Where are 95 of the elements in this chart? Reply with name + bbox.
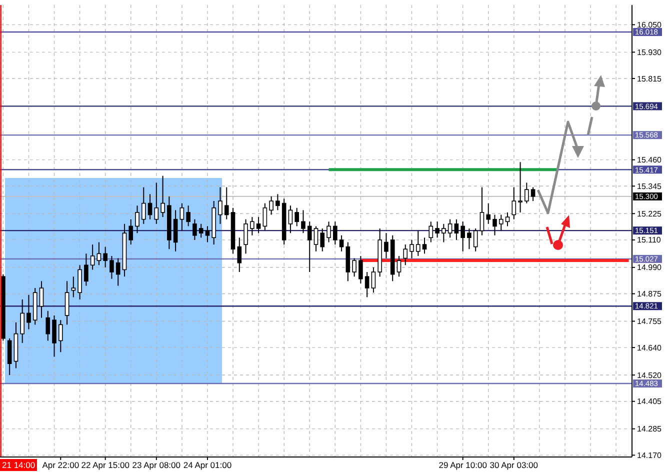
y-tick-label: 16.050 bbox=[637, 20, 662, 30]
y-tick-label: 14.170 bbox=[637, 450, 662, 460]
y-tick-label: 14.520 bbox=[637, 370, 662, 380]
candlestick bbox=[307, 221, 312, 272]
candlestick bbox=[448, 218, 452, 238]
candlestick bbox=[435, 221, 440, 238]
candlestick bbox=[486, 202, 491, 224]
candlestick bbox=[7, 338, 12, 376]
candlestick bbox=[148, 194, 152, 220]
y-tick-label: 14.990 bbox=[637, 263, 662, 272]
candlestick bbox=[364, 271, 370, 298]
candlestick bbox=[492, 214, 497, 236]
candlestick bbox=[480, 186, 484, 236]
candlestick bbox=[518, 162, 522, 213]
candlestick bbox=[71, 276, 76, 298]
y-tick-label: 15.345 bbox=[637, 182, 662, 191]
candlestick bbox=[64, 280, 70, 326]
candlestick bbox=[442, 223, 446, 243]
candlestick bbox=[530, 186, 536, 202]
y-tick-label: 14.405 bbox=[637, 397, 662, 406]
y-tick-label: 14.285 bbox=[637, 424, 662, 434]
candlestick bbox=[454, 218, 459, 240]
candlestick bbox=[403, 244, 408, 266]
y-tick-label: 15.460 bbox=[637, 156, 662, 165]
candlestick bbox=[20, 298, 24, 344]
candlestick bbox=[498, 214, 504, 232]
x-tick-label: 30 Apr 03:00 bbox=[490, 460, 538, 470]
y-tick-label: 14.875 bbox=[637, 290, 662, 299]
candlestick bbox=[192, 218, 197, 240]
candlestick bbox=[224, 186, 229, 220]
x-tick-label: Apr 22:00 bbox=[42, 460, 80, 470]
candlestick bbox=[358, 255, 363, 284]
candlestick bbox=[314, 226, 318, 252]
candlestick bbox=[332, 221, 338, 246]
candlestick bbox=[128, 218, 134, 246]
candlestick bbox=[524, 182, 529, 204]
x-tick-label: 24 Apr 01:00 bbox=[183, 460, 232, 470]
y-tick-label: 15.225 bbox=[637, 209, 662, 218]
candlestick bbox=[110, 255, 114, 280]
candlestick bbox=[339, 234, 344, 252]
candlestick bbox=[384, 232, 388, 259]
candlestick bbox=[505, 212, 510, 227]
y-tick-label: 15.110 bbox=[637, 236, 662, 245]
candlestick bbox=[276, 194, 280, 211]
candlestick bbox=[186, 205, 190, 227]
candlestick bbox=[416, 230, 420, 256]
x-tick-label: 22 Apr 15:00 bbox=[81, 460, 130, 470]
candlestick bbox=[160, 175, 165, 218]
candlestick bbox=[78, 264, 82, 300]
candlestick bbox=[58, 320, 63, 353]
text: 21 14:00 bbox=[2, 460, 36, 470]
candlestick bbox=[250, 216, 254, 236]
candlestick bbox=[352, 258, 356, 278]
candlestick bbox=[422, 237, 427, 254]
candlestick bbox=[294, 207, 300, 227]
candlestick bbox=[320, 228, 325, 252]
candlestick bbox=[173, 210, 178, 252]
candlestick bbox=[141, 186, 146, 224]
candlestick bbox=[218, 186, 222, 224]
candlestick bbox=[96, 242, 102, 266]
candlestick bbox=[473, 228, 478, 252]
candlestick bbox=[428, 221, 434, 243]
candlestick bbox=[460, 221, 465, 252]
candlestick bbox=[256, 216, 261, 234]
y-tick-label: 15.930 bbox=[637, 48, 662, 57]
candlestick bbox=[52, 314, 56, 358]
candlestick bbox=[244, 218, 248, 254]
candlestick bbox=[237, 237, 242, 272]
candlestick bbox=[269, 196, 274, 216]
y-tick-label: 15.815 bbox=[637, 74, 662, 84]
candlestick bbox=[116, 258, 120, 286]
candlestick bbox=[39, 280, 44, 318]
candlestick bbox=[84, 253, 88, 286]
candlestick bbox=[326, 221, 331, 243]
candlestick bbox=[180, 202, 184, 232]
candlestick bbox=[154, 182, 159, 224]
candlestick bbox=[205, 226, 210, 243]
candlestick bbox=[103, 246, 108, 268]
candlestick bbox=[198, 223, 204, 238]
y-tick-label: 14.755 bbox=[637, 317, 662, 326]
candlestick bbox=[90, 244, 95, 270]
candlestick bbox=[396, 255, 402, 278]
candlestick bbox=[288, 205, 293, 234]
candlestick bbox=[26, 294, 31, 330]
candlestick bbox=[135, 205, 140, 234]
x-tick-label: 23 Apr 08:00 bbox=[132, 460, 181, 470]
candlestick bbox=[301, 210, 306, 234]
candlestick bbox=[467, 228, 472, 250]
candlestick bbox=[410, 239, 414, 259]
candlestick bbox=[262, 202, 268, 232]
candlestick bbox=[46, 310, 50, 342]
candlestick bbox=[512, 186, 516, 220]
y-tick-label: 14.640 bbox=[637, 343, 662, 352]
x-tick-label: 29 Apr 10:00 bbox=[438, 460, 488, 470]
candlestick bbox=[371, 266, 376, 294]
